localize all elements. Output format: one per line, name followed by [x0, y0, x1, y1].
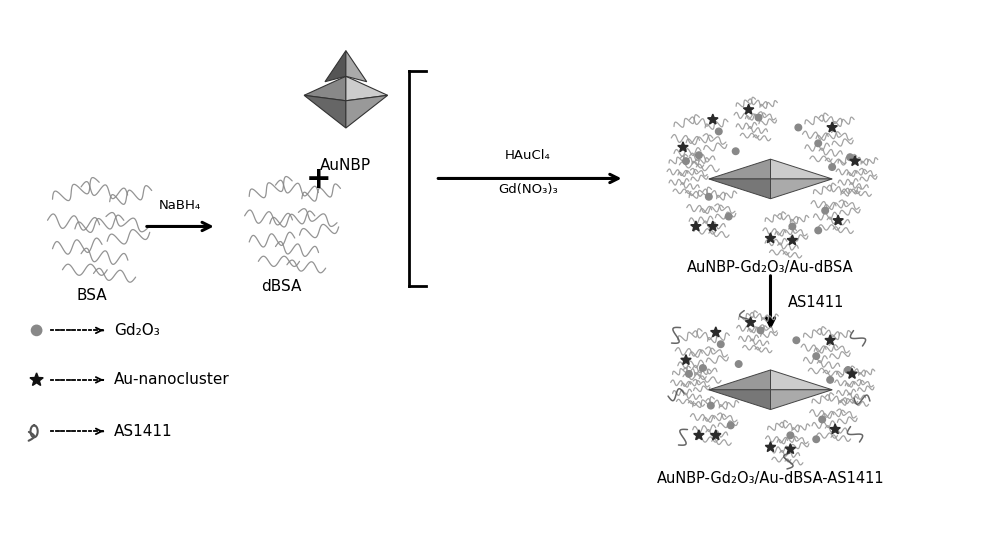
- Polygon shape: [709, 179, 770, 199]
- Polygon shape: [765, 233, 776, 243]
- Polygon shape: [770, 179, 832, 199]
- Circle shape: [717, 341, 724, 347]
- Text: Au-nanocluster: Au-nanocluster: [114, 372, 230, 387]
- Text: AS1411: AS1411: [114, 424, 173, 439]
- Polygon shape: [711, 327, 721, 337]
- Circle shape: [686, 371, 692, 377]
- Polygon shape: [678, 142, 688, 151]
- Polygon shape: [709, 159, 770, 179]
- Circle shape: [708, 403, 714, 409]
- Polygon shape: [304, 76, 346, 101]
- Circle shape: [845, 367, 851, 373]
- Polygon shape: [770, 390, 832, 410]
- Polygon shape: [694, 430, 704, 440]
- Circle shape: [732, 148, 739, 155]
- Polygon shape: [346, 51, 367, 82]
- Polygon shape: [743, 104, 754, 114]
- Circle shape: [815, 227, 822, 234]
- Polygon shape: [770, 370, 832, 390]
- Text: AuNBP-Gd₂O₃/Au-dBSA: AuNBP-Gd₂O₃/Au-dBSA: [687, 260, 854, 275]
- Polygon shape: [681, 355, 691, 365]
- Circle shape: [822, 207, 828, 214]
- Circle shape: [696, 152, 702, 159]
- Circle shape: [715, 128, 722, 135]
- Polygon shape: [765, 441, 776, 452]
- Polygon shape: [325, 51, 346, 82]
- Polygon shape: [770, 159, 832, 179]
- Circle shape: [727, 422, 734, 428]
- Polygon shape: [711, 430, 721, 440]
- Polygon shape: [745, 317, 756, 327]
- Polygon shape: [346, 95, 388, 128]
- Circle shape: [31, 325, 42, 335]
- Polygon shape: [346, 76, 388, 101]
- Text: BSA: BSA: [77, 288, 108, 303]
- Circle shape: [735, 361, 742, 367]
- Circle shape: [789, 223, 796, 230]
- Circle shape: [813, 353, 820, 359]
- Circle shape: [725, 213, 732, 220]
- Polygon shape: [708, 114, 718, 124]
- Text: AuNBP: AuNBP: [320, 158, 371, 173]
- Text: Gd(NO₃)₃: Gd(NO₃)₃: [498, 183, 558, 196]
- Text: NaBH₄: NaBH₄: [159, 199, 201, 212]
- Text: +: +: [306, 166, 332, 194]
- Polygon shape: [304, 95, 346, 128]
- Polygon shape: [709, 370, 770, 390]
- Text: dBSA: dBSA: [261, 279, 301, 294]
- Circle shape: [795, 124, 802, 131]
- Polygon shape: [847, 368, 857, 378]
- Circle shape: [847, 154, 853, 161]
- Polygon shape: [827, 122, 837, 132]
- Circle shape: [813, 436, 820, 443]
- Polygon shape: [30, 373, 43, 386]
- Circle shape: [706, 194, 712, 200]
- Text: AS1411: AS1411: [788, 295, 845, 310]
- Text: HAuCl₄: HAuCl₄: [505, 149, 551, 162]
- Polygon shape: [708, 221, 718, 231]
- Text: Gd₂O₃: Gd₂O₃: [114, 323, 160, 338]
- Polygon shape: [830, 424, 840, 434]
- Circle shape: [793, 337, 800, 344]
- Circle shape: [815, 140, 822, 147]
- Circle shape: [829, 164, 835, 170]
- Circle shape: [700, 365, 706, 371]
- Polygon shape: [850, 156, 860, 166]
- Circle shape: [827, 377, 833, 383]
- Text: AuNBP-Gd₂O₃/Au-dBSA-AS1411: AuNBP-Gd₂O₃/Au-dBSA-AS1411: [657, 471, 884, 486]
- Polygon shape: [785, 444, 796, 453]
- Polygon shape: [833, 215, 843, 225]
- Polygon shape: [787, 235, 798, 245]
- Circle shape: [755, 114, 762, 121]
- Circle shape: [787, 432, 794, 439]
- Circle shape: [757, 327, 764, 334]
- Polygon shape: [825, 335, 835, 345]
- Polygon shape: [691, 221, 701, 231]
- Circle shape: [819, 416, 825, 423]
- Polygon shape: [709, 390, 770, 410]
- Circle shape: [683, 158, 689, 164]
